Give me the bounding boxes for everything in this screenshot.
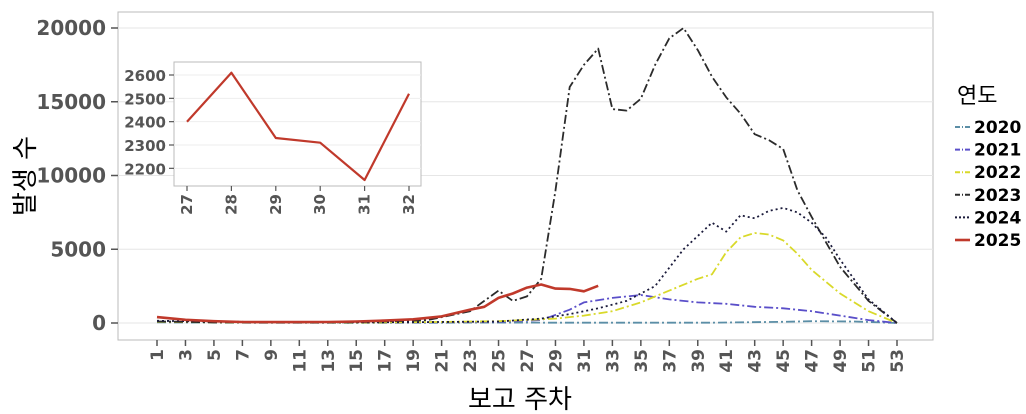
main-y-ticks: 0 5000 10000 15000 20000 [36,16,933,335]
legend-label-2020: 2020 [974,118,1021,138]
main-y-tick-label: 5000 [50,237,106,261]
series-line-2023 [156,27,898,324]
main-x-tick-label: 13 [319,349,339,373]
inset-y-tick-label: 2500 [124,90,166,108]
main-x-tick-label: 43 [746,349,766,373]
main-x-tick-label: 3 [176,349,196,361]
main-x-tick-label: 5 [205,349,225,361]
main-x-tick-label: 33 [603,349,623,373]
main-y-tick-label: 10000 [36,164,106,188]
inset-x-tick-label: 30 [311,194,329,215]
inset-plot: 2200 2300 2400 2500 2600 27 28 29 30 31 32 [124,61,422,215]
main-x-tick-label: 29 [546,349,566,373]
main-x-tick-label: 41 [717,349,737,373]
legend-label-2023: 2023 [974,186,1021,206]
inset-y-ticks: 2200 2300 2400 2500 2600 [124,67,421,178]
main-x-tick-label: 23 [461,349,481,373]
inset-x-tick-label: 29 [267,194,285,215]
main-x-ticks: 1 3 5 7 9 11 13 15 17 19 21 23 25 27 29 31 33 35 37 39 41 43 4… [148,340,908,373]
main-x-tick-label: 49 [831,349,851,373]
main-x-tick-label: 9 [262,349,282,361]
inset-x-tick-label: 31 [356,194,374,215]
inset-x-ticks: 27 28 29 30 31 32 [178,186,418,215]
main-x-tick-label: 7 [233,349,253,361]
inset-y-tick-label: 2200 [124,160,166,178]
main-y-tick-label: 20000 [36,16,106,40]
inset-y-tick-label: 2400 [124,114,166,132]
inset-y-tick-label: 2600 [124,67,166,85]
inset-x-tick-label: 32 [400,194,418,215]
main-x-tick-label: 37 [660,349,680,373]
main-y-tick-label: 0 [92,311,106,335]
main-x-tick-label: 53 [888,349,908,373]
series-line-2025 [156,283,599,324]
main-series [156,27,898,324]
legend-title: 연도 [957,84,997,109]
legend-label-2024: 2024 [974,208,1021,228]
main-x-tick-label: 51 [860,349,880,373]
inset-x-tick-label: 27 [178,194,196,215]
y-axis-title: 발생 수 [11,136,41,216]
main-x-tick-label: 31 [575,349,595,373]
series-line-2020 [156,320,898,324]
main-x-tick-label: 27 [518,349,538,373]
main-x-tick-label: 21 [433,349,453,373]
main-y-tick-label: 15000 [36,90,106,114]
main-x-tick-label: 35 [632,349,652,373]
inset-series-line-2025 [186,71,410,182]
main-x-tick-label: 19 [404,349,424,373]
main-x-tick-label: 39 [689,349,709,373]
inset-y-tick-label: 2300 [124,137,166,155]
main-x-tick-label: 45 [774,349,794,373]
main-x-tick-label: 47 [803,349,823,373]
main-x-tick-label: 25 [490,349,510,373]
legend-label-2022: 2022 [974,163,1021,183]
inset-series [186,71,410,182]
main-x-tick-label: 11 [290,349,310,373]
legend-label-2021: 2021 [974,141,1021,161]
inset-x-tick-label: 28 [222,194,240,215]
inset-plot-frame [173,61,422,187]
main-x-tick-label: 1 [148,349,168,361]
x-axis-title: 보고 주차 [468,385,572,414]
main-x-tick-label: 15 [347,349,367,373]
main-x-tick-label: 17 [376,349,396,373]
legend-label-2025: 2025 [974,231,1021,251]
